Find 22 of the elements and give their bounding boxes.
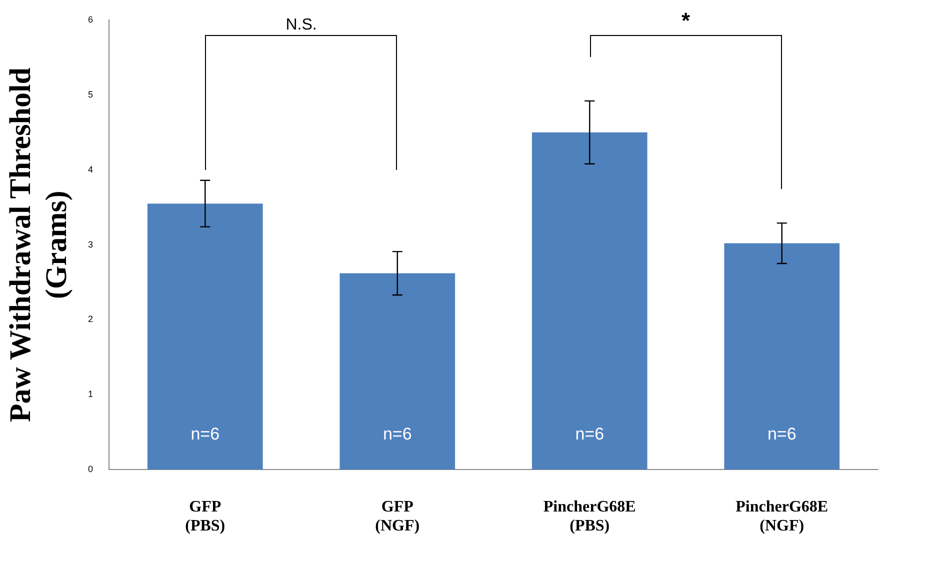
annotation: n=6 (190, 424, 220, 444)
bar (340, 273, 456, 470)
annotation: N.S. (286, 16, 317, 34)
annotation: n=6 (767, 424, 796, 444)
x-tick-label: PincherG68E (PBS) (543, 498, 636, 535)
bar (532, 132, 648, 470)
y-tick-label: 1 (88, 389, 94, 400)
y-tick-label: 3 (88, 239, 94, 250)
annotation: n=6 (575, 424, 604, 444)
y-axis-title: Paw Withdrawal Threshold (Grams) (4, 67, 73, 422)
annotation: n=6 (382, 424, 412, 444)
bar (724, 243, 840, 470)
x-tick-label: GFP (PBS) (185, 498, 226, 535)
y-tick-label: 4 (88, 164, 94, 174)
bar (147, 204, 263, 470)
annotation: * (681, 8, 690, 34)
x-tick-label: GFP (NGF) (375, 498, 420, 535)
y-tick-label: 6 (88, 14, 94, 24)
x-tick-label: PincherG68E (NGF) (736, 498, 828, 535)
y-tick-label: 2 (88, 314, 94, 324)
y-tick-label: 5 (88, 89, 94, 100)
y-tick-label: 0 (88, 464, 94, 474)
